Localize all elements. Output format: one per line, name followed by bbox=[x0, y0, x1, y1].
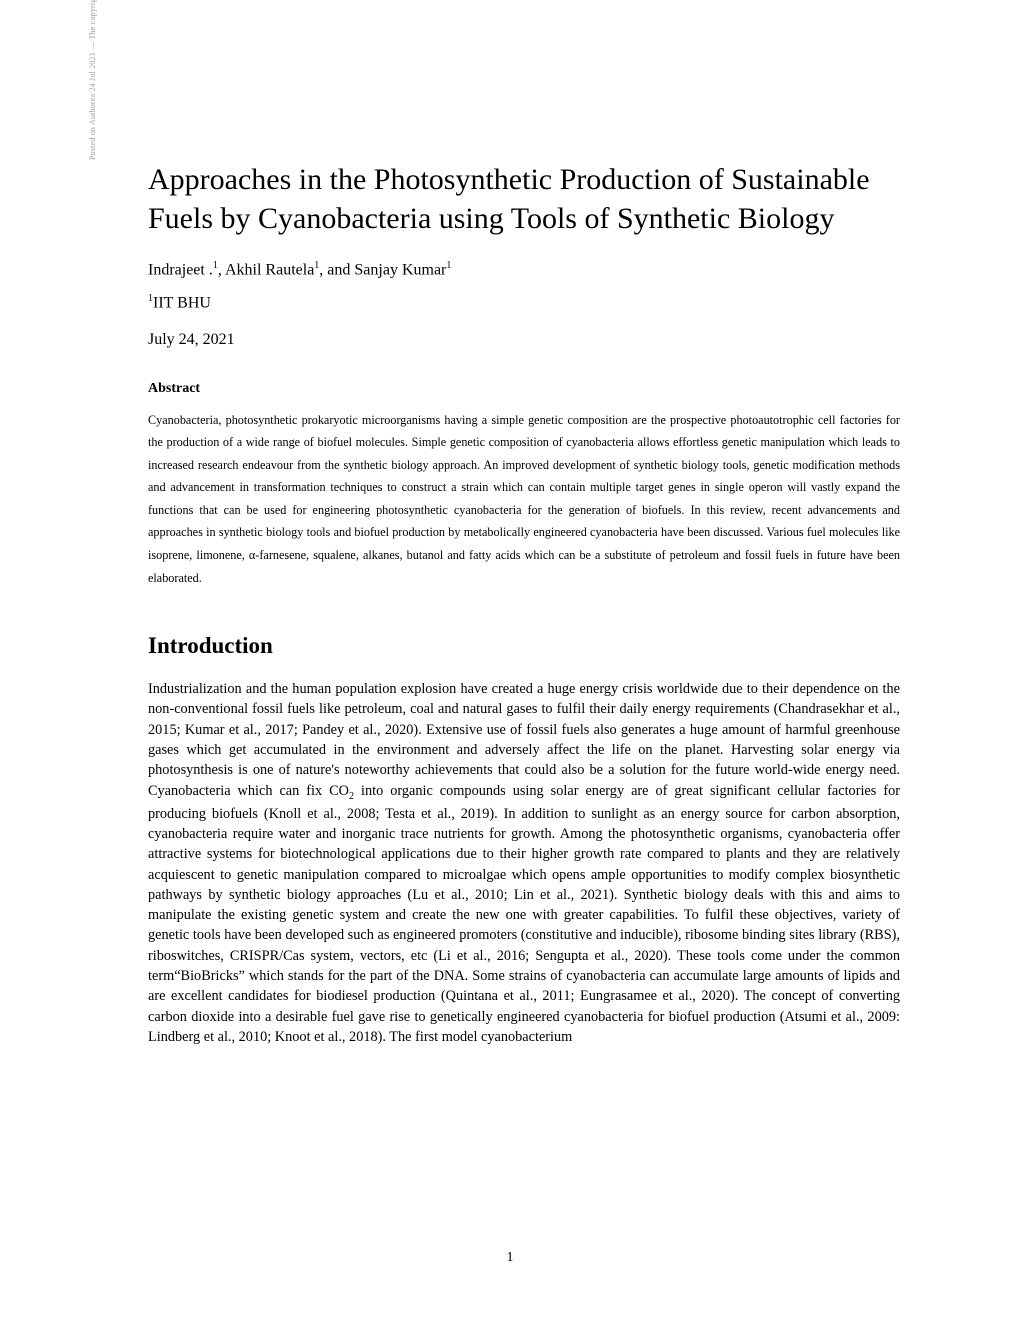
section-heading-introduction: Introduction bbox=[148, 633, 900, 659]
introduction-paragraph: Industrialization and the human populati… bbox=[148, 679, 900, 1047]
paper-title: Approaches in the Photosynthetic Product… bbox=[148, 160, 900, 238]
abstract-text: Cyanobacteria, photosynthetic prokaryoti… bbox=[148, 409, 900, 590]
affiliation: 1IIT BHU bbox=[148, 293, 900, 312]
preprint-side-note: Posted on Authorea 24 Jul 2021 — The cop… bbox=[88, 0, 97, 160]
abstract-heading: Abstract bbox=[148, 381, 900, 397]
paper-page: Posted on Authorea 24 Jul 2021 — The cop… bbox=[0, 0, 1020, 1320]
author-list: Indrajeet .1, Akhil Rautela1, and Sanjay… bbox=[148, 260, 900, 279]
page-number: 1 bbox=[0, 1250, 1020, 1266]
publication-date: July 24, 2021 bbox=[148, 331, 900, 349]
